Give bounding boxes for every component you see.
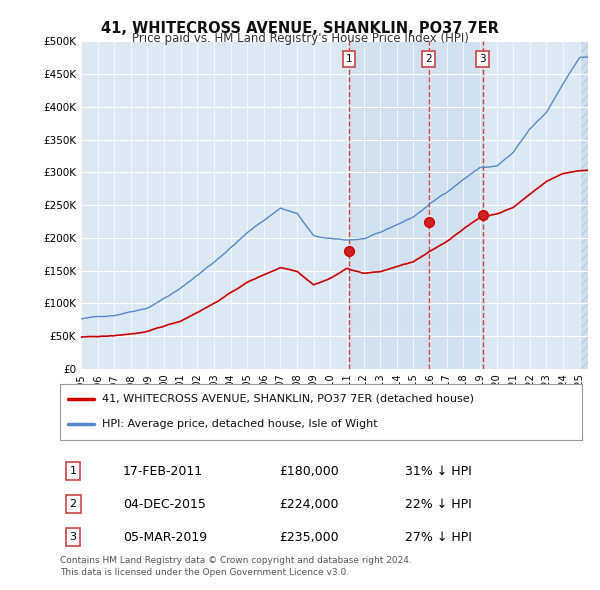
Text: 1: 1 bbox=[70, 466, 77, 476]
Text: £180,000: £180,000 bbox=[279, 464, 339, 478]
Text: 31% ↓ HPI: 31% ↓ HPI bbox=[404, 464, 471, 478]
Text: HPI: Average price, detached house, Isle of Wight: HPI: Average price, detached house, Isle… bbox=[102, 419, 377, 430]
Text: Price paid vs. HM Land Registry's House Price Index (HPI): Price paid vs. HM Land Registry's House … bbox=[131, 32, 469, 45]
Text: 1: 1 bbox=[346, 54, 352, 64]
Text: 05-MAR-2019: 05-MAR-2019 bbox=[122, 530, 207, 544]
Text: 2: 2 bbox=[425, 54, 432, 64]
Bar bbox=[580, 41, 588, 369]
Text: 22% ↓ HPI: 22% ↓ HPI bbox=[404, 497, 471, 511]
Bar bbox=[349, 41, 483, 369]
Text: 2: 2 bbox=[70, 499, 77, 509]
Text: 3: 3 bbox=[479, 54, 486, 64]
Text: 27% ↓ HPI: 27% ↓ HPI bbox=[404, 530, 472, 544]
Text: £224,000: £224,000 bbox=[279, 497, 339, 511]
Text: £235,000: £235,000 bbox=[279, 530, 339, 544]
Text: 17-FEB-2011: 17-FEB-2011 bbox=[122, 464, 203, 478]
Text: Contains HM Land Registry data © Crown copyright and database right 2024.
This d: Contains HM Land Registry data © Crown c… bbox=[60, 556, 412, 576]
Text: 04-DEC-2015: 04-DEC-2015 bbox=[122, 497, 206, 511]
Text: 41, WHITECROSS AVENUE, SHANKLIN, PO37 7ER: 41, WHITECROSS AVENUE, SHANKLIN, PO37 7E… bbox=[101, 21, 499, 35]
Text: 3: 3 bbox=[70, 532, 77, 542]
Text: 41, WHITECROSS AVENUE, SHANKLIN, PO37 7ER (detached house): 41, WHITECROSS AVENUE, SHANKLIN, PO37 7E… bbox=[102, 394, 474, 404]
